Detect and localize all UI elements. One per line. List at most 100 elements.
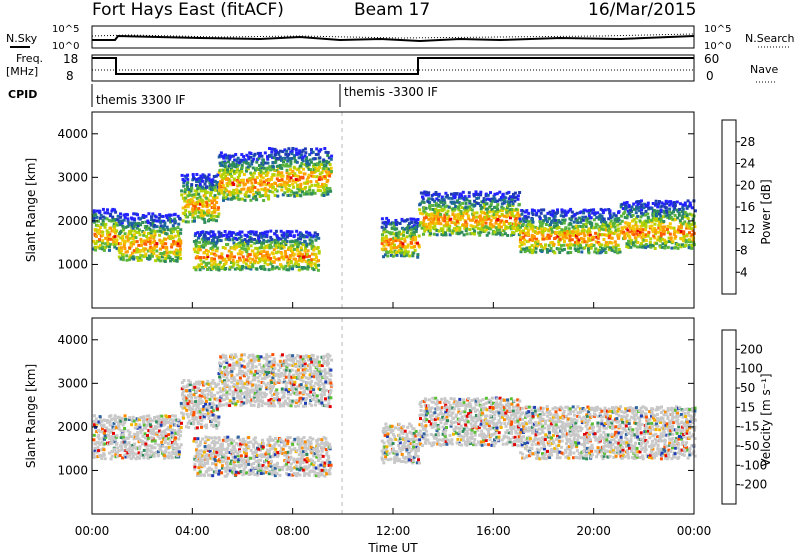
data-cell [520, 247, 524, 251]
data-cell [458, 226, 462, 230]
data-cell [113, 447, 116, 451]
data-cell [159, 224, 163, 228]
data-cell [677, 228, 681, 232]
data-cell [182, 379, 186, 382]
data-cell [236, 194, 240, 198]
data-cell [129, 451, 133, 455]
data-cell [281, 240, 285, 243]
data-cell [257, 156, 261, 160]
data-cell [236, 399, 240, 403]
data-cell [328, 372, 332, 376]
data-cell [555, 226, 559, 230]
data-cell [445, 212, 449, 216]
data-cell [461, 216, 464, 220]
data-cell [549, 223, 553, 226]
data-cell [179, 401, 183, 405]
data-cell [673, 204, 677, 207]
data-cell [170, 234, 174, 238]
data-cell [173, 234, 177, 238]
data-cell [137, 437, 141, 441]
data-cell [305, 178, 309, 182]
data-cell [165, 225, 169, 229]
data-cell [617, 217, 620, 221]
data-cell [151, 212, 155, 216]
data-cell [659, 208, 663, 212]
data-cell [117, 255, 121, 259]
data-cell [563, 231, 567, 235]
data-cell [208, 183, 212, 187]
data-cell [210, 410, 214, 414]
data-cell [137, 451, 141, 455]
data-cell [489, 191, 492, 195]
data-cell [245, 161, 249, 165]
data-cell [314, 400, 318, 404]
data-cell [323, 360, 327, 364]
data-cell [256, 371, 259, 375]
data-cell [318, 156, 322, 160]
data-cell [110, 454, 114, 458]
data-cell [681, 207, 685, 211]
data-cell [677, 243, 681, 247]
data-cell [481, 228, 485, 232]
data-cell [569, 207, 573, 211]
data-cell [631, 241, 635, 245]
data-cell [264, 257, 268, 261]
data-cell [284, 388, 288, 392]
data-cell [278, 398, 281, 402]
data-cell [220, 181, 224, 185]
data-cell [244, 258, 248, 262]
data-cell [235, 188, 239, 192]
data-cell [530, 236, 534, 240]
data-cell [172, 442, 176, 446]
data-cell [204, 248, 208, 252]
data-cell [330, 170, 333, 173]
data-cell [196, 404, 200, 408]
data-cell [527, 220, 531, 224]
data-cell [270, 267, 274, 271]
data-cell [92, 214, 96, 218]
data-cell [400, 237, 404, 241]
data-cell [222, 177, 226, 180]
data-cell [382, 244, 386, 248]
data-cell [689, 240, 693, 244]
data-cell [275, 381, 279, 384]
data-cell [320, 193, 324, 197]
data-cell [669, 215, 673, 219]
data-cell [686, 205, 690, 209]
data-cell [128, 416, 132, 420]
data-cell [193, 465, 197, 469]
data-cell [123, 414, 127, 418]
data-cell [410, 225, 414, 229]
data-cell [562, 247, 566, 251]
data-cell [579, 232, 583, 236]
data-cell [207, 415, 211, 419]
data-cell [421, 197, 425, 201]
data-cell [604, 223, 607, 227]
data-cell [245, 195, 249, 199]
data-cell [562, 243, 566, 247]
data-cell [258, 164, 261, 167]
data-cell [213, 235, 217, 239]
data-cell [414, 235, 418, 239]
data-cell [394, 236, 397, 240]
data-cell [196, 455, 200, 459]
data-cell [113, 235, 117, 239]
data-cell [239, 268, 242, 272]
data-cell [213, 208, 217, 212]
data-cell [157, 216, 161, 220]
data-cell [550, 227, 554, 231]
data-cell [444, 195, 448, 199]
data-cell [291, 169, 295, 173]
data-cell [236, 394, 240, 398]
data-cell [453, 192, 457, 196]
data-cell [234, 402, 238, 406]
data-cell [317, 367, 321, 371]
data-cell [498, 215, 502, 218]
data-cell [217, 212, 221, 216]
data-cell [286, 159, 290, 163]
data-cell [261, 161, 265, 165]
data-cell [178, 250, 182, 254]
data-cell [224, 237, 228, 241]
data-cell [156, 453, 160, 457]
data-cell [187, 194, 191, 198]
